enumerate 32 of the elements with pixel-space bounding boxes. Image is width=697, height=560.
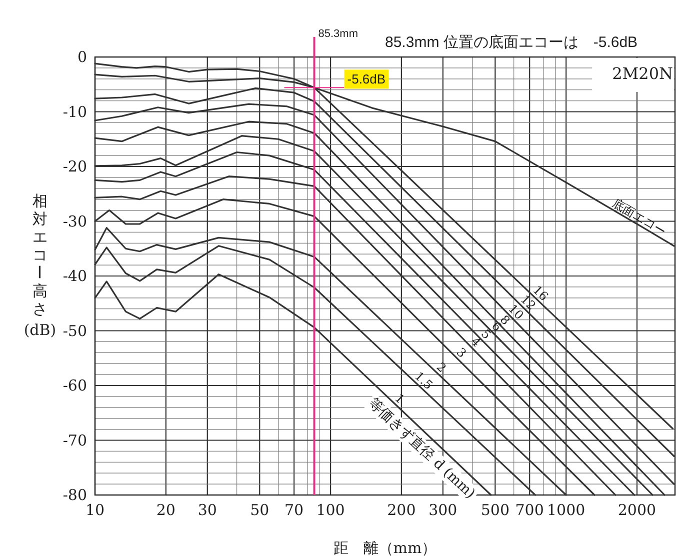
text: 1.5 (412, 369, 436, 392)
ref-line-label: 85.3mm (318, 28, 358, 40)
x-tick-label: 70 (284, 501, 304, 519)
x-tick-label: 700 (515, 501, 544, 519)
y-tick-label: -70 (62, 431, 87, 450)
x-tick-label: 10 (85, 501, 105, 519)
annotation: 2M20N (612, 64, 673, 83)
y-tick-label: -50 (62, 322, 87, 340)
x-tick-label: 50 (250, 501, 270, 519)
y-tick-label: -20 (62, 158, 87, 176)
x-tick-label: 500 (480, 501, 510, 519)
y-tick-label: -80 (62, 486, 87, 504)
x-axis-title: 距 離（mm） (333, 539, 437, 557)
text: 2 (434, 360, 450, 376)
chart-title: 85.3mm 位置の底面エコーは -5.6dB (385, 34, 638, 51)
y-tick-label: -30 (62, 212, 87, 230)
y-tick-label: -10 (62, 102, 87, 121)
y-tick-label: -40 (62, 267, 87, 285)
ylabel: 相対エコー高さ (30, 192, 48, 318)
annotation: -5.6dB (347, 72, 386, 87)
x-tick-label: 100 (316, 501, 345, 519)
text: 3 (454, 345, 469, 360)
y-tick-label: 0 (77, 48, 87, 66)
x-tick-label: 300 (428, 501, 458, 519)
x-tick-label: 2000 (618, 501, 656, 519)
x-tick-label: 1000 (546, 501, 586, 519)
x-tick-label: 30 (198, 501, 217, 519)
text: 底面エコー (610, 196, 669, 238)
x-tick-label: 20 (156, 501, 176, 519)
text: (dB) (24, 321, 56, 339)
y-tick-label: -60 (62, 376, 87, 394)
x-tick-label: 200 (387, 501, 416, 519)
